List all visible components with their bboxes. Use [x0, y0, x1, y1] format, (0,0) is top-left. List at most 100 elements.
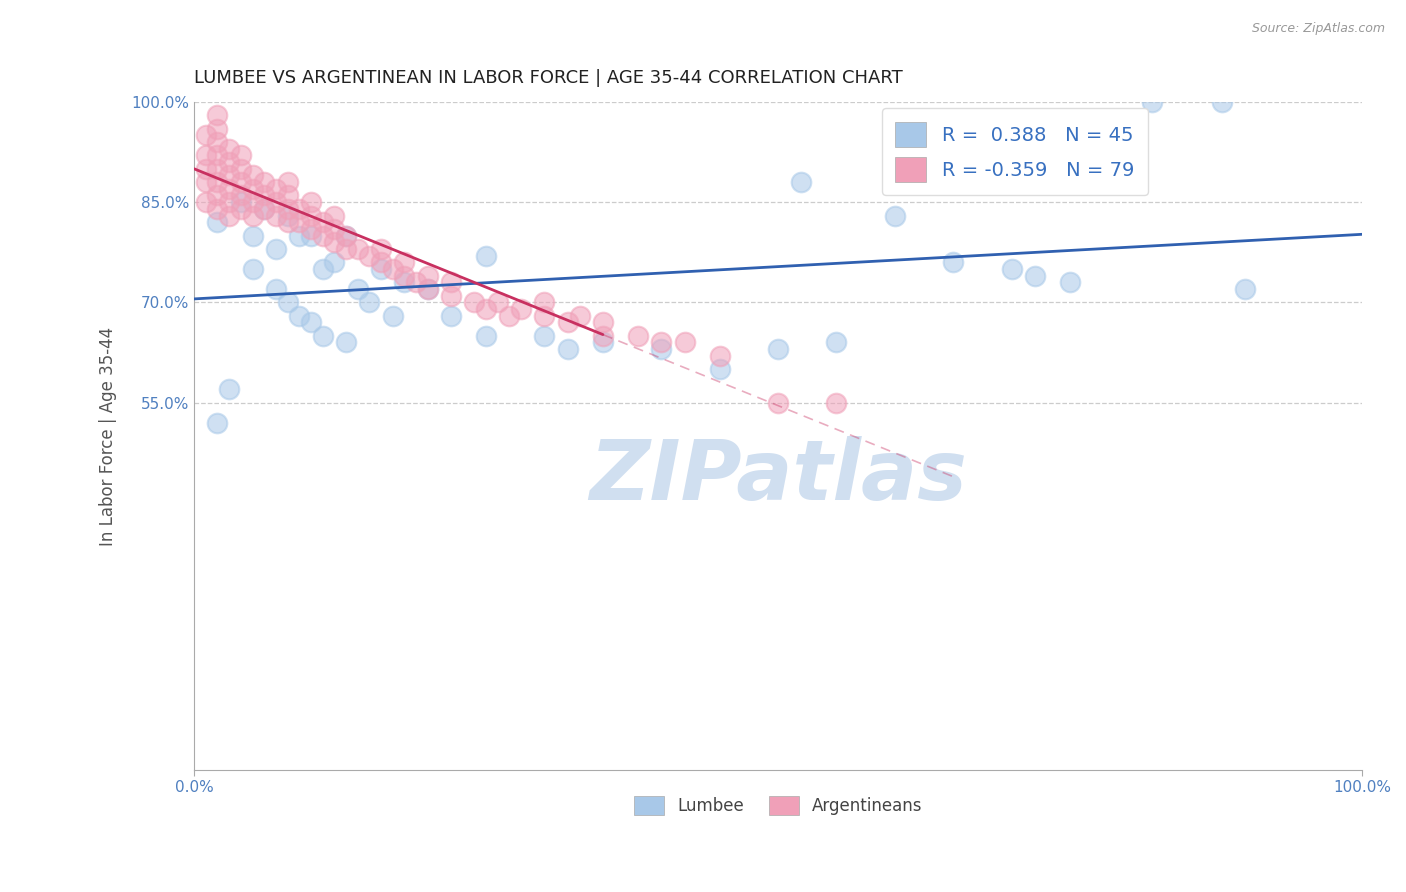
- Point: [194, 161, 217, 176]
- Point: [218, 155, 240, 169]
- Point: [766, 342, 789, 356]
- Point: [475, 328, 498, 343]
- Point: [242, 182, 264, 196]
- Point: [299, 222, 322, 236]
- Point: [229, 195, 252, 210]
- Point: [218, 195, 240, 210]
- Point: [277, 295, 299, 310]
- Point: [218, 382, 240, 396]
- Point: [346, 242, 368, 256]
- Point: [207, 416, 229, 430]
- Point: [463, 295, 485, 310]
- Point: [394, 255, 416, 269]
- Point: [790, 175, 813, 189]
- Legend: Lumbee, Argentineans: Lumbee, Argentineans: [627, 789, 929, 822]
- Point: [323, 255, 346, 269]
- Point: [592, 328, 614, 343]
- Point: [650, 335, 672, 350]
- Point: [207, 188, 229, 202]
- Point: [1001, 262, 1024, 277]
- Point: [194, 175, 217, 189]
- Point: [229, 148, 252, 162]
- Point: [335, 228, 357, 243]
- Point: [942, 255, 965, 269]
- Point: [533, 295, 555, 310]
- Point: [253, 188, 276, 202]
- Point: [416, 282, 439, 296]
- Point: [370, 255, 392, 269]
- Point: [323, 209, 346, 223]
- Point: [288, 202, 311, 216]
- Point: [242, 169, 264, 183]
- Text: LUMBEE VS ARGENTINEAN IN LABOR FORCE | AGE 35-44 CORRELATION CHART: LUMBEE VS ARGENTINEAN IN LABOR FORCE | A…: [194, 69, 903, 87]
- Point: [1211, 95, 1233, 109]
- Point: [242, 228, 264, 243]
- Point: [533, 328, 555, 343]
- Point: [592, 315, 614, 329]
- Point: [277, 209, 299, 223]
- Point: [242, 262, 264, 277]
- Point: [416, 282, 439, 296]
- Point: [277, 188, 299, 202]
- Point: [299, 315, 322, 329]
- Point: [650, 342, 672, 356]
- Point: [299, 195, 322, 210]
- Point: [253, 175, 276, 189]
- Point: [253, 202, 276, 216]
- Point: [218, 209, 240, 223]
- Point: [475, 301, 498, 316]
- Point: [440, 309, 463, 323]
- Point: [498, 309, 520, 323]
- Point: [1059, 276, 1081, 290]
- Point: [229, 202, 252, 216]
- Point: [288, 309, 311, 323]
- Point: [277, 175, 299, 189]
- Point: [229, 188, 252, 202]
- Point: [766, 395, 789, 409]
- Point: [218, 169, 240, 183]
- Point: [277, 202, 299, 216]
- Point: [218, 142, 240, 156]
- Point: [627, 328, 650, 343]
- Point: [323, 222, 346, 236]
- Point: [207, 161, 229, 176]
- Point: [335, 228, 357, 243]
- Point: [323, 235, 346, 250]
- Point: [825, 335, 848, 350]
- Point: [381, 309, 404, 323]
- Point: [416, 268, 439, 283]
- Point: [359, 249, 381, 263]
- Point: [311, 228, 333, 243]
- Point: [405, 276, 427, 290]
- Point: [194, 195, 217, 210]
- Point: [475, 249, 498, 263]
- Point: [510, 301, 533, 316]
- Text: Source: ZipAtlas.com: Source: ZipAtlas.com: [1251, 22, 1385, 36]
- Point: [709, 349, 731, 363]
- Point: [311, 215, 333, 229]
- Point: [1234, 282, 1257, 296]
- Point: [218, 182, 240, 196]
- Point: [299, 228, 322, 243]
- Y-axis label: In Labor Force | Age 35-44: In Labor Force | Age 35-44: [100, 326, 117, 546]
- Point: [394, 268, 416, 283]
- Point: [242, 195, 264, 210]
- Point: [568, 309, 591, 323]
- Point: [299, 209, 322, 223]
- Point: [264, 182, 287, 196]
- Point: [207, 202, 229, 216]
- Point: [277, 215, 299, 229]
- Point: [207, 108, 229, 122]
- Point: [440, 276, 463, 290]
- Point: [825, 395, 848, 409]
- Point: [194, 128, 217, 143]
- Point: [288, 228, 311, 243]
- Point: [207, 135, 229, 149]
- Point: [264, 282, 287, 296]
- Point: [311, 328, 333, 343]
- Point: [264, 195, 287, 210]
- Point: [264, 209, 287, 223]
- Point: [346, 282, 368, 296]
- Point: [253, 202, 276, 216]
- Point: [673, 335, 696, 350]
